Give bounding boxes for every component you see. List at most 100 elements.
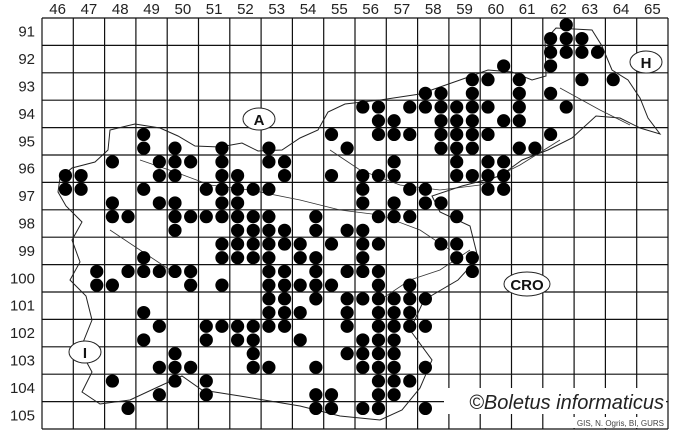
record-dot bbox=[58, 182, 73, 196]
record-dot bbox=[465, 141, 479, 155]
record-dot bbox=[309, 251, 323, 265]
record-dot bbox=[90, 278, 104, 292]
record-dot bbox=[387, 319, 401, 333]
record-dot bbox=[544, 31, 558, 46]
record-dot bbox=[262, 155, 276, 169]
record-dot bbox=[277, 168, 292, 183]
record-dot bbox=[465, 168, 479, 183]
record-dot bbox=[481, 155, 495, 169]
grid-lines bbox=[41, 17, 669, 430]
record-dot bbox=[356, 333, 370, 347]
column-label: 48 bbox=[112, 1, 129, 18]
record-dot bbox=[293, 305, 307, 320]
column-label: 54 bbox=[300, 1, 317, 18]
record-dot bbox=[356, 196, 370, 210]
column-label: 57 bbox=[394, 1, 411, 18]
record-dot bbox=[465, 251, 479, 265]
row-label: 93 bbox=[18, 79, 35, 96]
record-dot bbox=[137, 141, 151, 155]
record-dot bbox=[544, 59, 558, 73]
record-dot bbox=[544, 45, 558, 59]
column-label: 61 bbox=[519, 1, 536, 18]
record-dot bbox=[215, 278, 229, 292]
record-dot bbox=[387, 305, 401, 320]
record-dot bbox=[512, 86, 526, 100]
record-dot bbox=[168, 360, 182, 374]
record-dot bbox=[277, 264, 292, 279]
record-dot bbox=[403, 100, 417, 114]
record-dot bbox=[450, 127, 464, 142]
column-label: 63 bbox=[581, 1, 598, 18]
record-dot bbox=[152, 155, 166, 169]
record-dot bbox=[371, 333, 386, 347]
record-dot bbox=[324, 388, 339, 402]
record-dot bbox=[90, 264, 104, 279]
row-label: 102 bbox=[10, 325, 35, 342]
svg-text:H: H bbox=[641, 55, 652, 72]
record-dot bbox=[309, 401, 323, 416]
record-dot bbox=[199, 319, 213, 333]
record-dot bbox=[544, 127, 558, 142]
record-dot bbox=[450, 210, 464, 224]
record-dot bbox=[403, 278, 417, 292]
record-dot bbox=[387, 127, 401, 142]
record-dot bbox=[137, 333, 151, 347]
record-dot bbox=[356, 401, 370, 416]
record-dot bbox=[465, 86, 479, 100]
record-dot bbox=[105, 210, 119, 224]
record-dot bbox=[168, 196, 182, 210]
label-austria: A bbox=[242, 107, 276, 131]
record-dot bbox=[168, 374, 182, 388]
record-dot bbox=[168, 223, 182, 237]
record-dot bbox=[184, 360, 198, 374]
record-dot bbox=[324, 168, 339, 183]
record-dot bbox=[293, 237, 307, 251]
record-dot bbox=[371, 388, 386, 402]
record-dot bbox=[246, 210, 260, 224]
record-dot bbox=[403, 182, 417, 196]
record-dot bbox=[387, 168, 401, 183]
record-dot bbox=[528, 141, 542, 155]
record-dot bbox=[356, 182, 370, 196]
record-dot bbox=[215, 210, 229, 224]
record-dot bbox=[246, 223, 260, 237]
record-dot bbox=[403, 292, 417, 306]
record-dot bbox=[105, 196, 119, 210]
column-label: 64 bbox=[613, 1, 630, 18]
row-label: 99 bbox=[18, 243, 35, 260]
record-dot bbox=[231, 319, 245, 333]
record-dot bbox=[512, 141, 526, 155]
row-label: 95 bbox=[18, 133, 35, 150]
record-dot bbox=[434, 237, 448, 251]
label-hungary: H bbox=[629, 50, 663, 74]
record-dot bbox=[403, 305, 417, 320]
record-dot bbox=[152, 319, 166, 333]
record-dot bbox=[606, 73, 620, 87]
record-dot bbox=[293, 251, 307, 265]
record-dot bbox=[512, 114, 526, 128]
record-dot bbox=[215, 182, 229, 196]
record-dot bbox=[340, 141, 354, 155]
record-dot bbox=[450, 114, 464, 128]
row-label: 92 bbox=[18, 51, 35, 68]
record-dot bbox=[450, 141, 464, 155]
record-dot bbox=[340, 264, 354, 279]
record-dot bbox=[246, 347, 260, 361]
record-dot bbox=[105, 374, 119, 388]
record-dot bbox=[434, 141, 448, 155]
column-label: 65 bbox=[644, 1, 661, 18]
record-dot bbox=[371, 360, 386, 374]
record-dot bbox=[403, 374, 417, 388]
record-dot bbox=[418, 360, 432, 374]
record-dot bbox=[58, 168, 73, 183]
record-dot bbox=[481, 73, 495, 87]
record-dot bbox=[293, 333, 307, 347]
record-dot bbox=[387, 347, 401, 361]
record-dot bbox=[246, 237, 260, 251]
record-dot bbox=[387, 374, 401, 388]
record-dot bbox=[231, 333, 245, 347]
record-dot bbox=[168, 347, 182, 361]
record-dot bbox=[324, 401, 339, 416]
record-dot bbox=[418, 196, 432, 210]
